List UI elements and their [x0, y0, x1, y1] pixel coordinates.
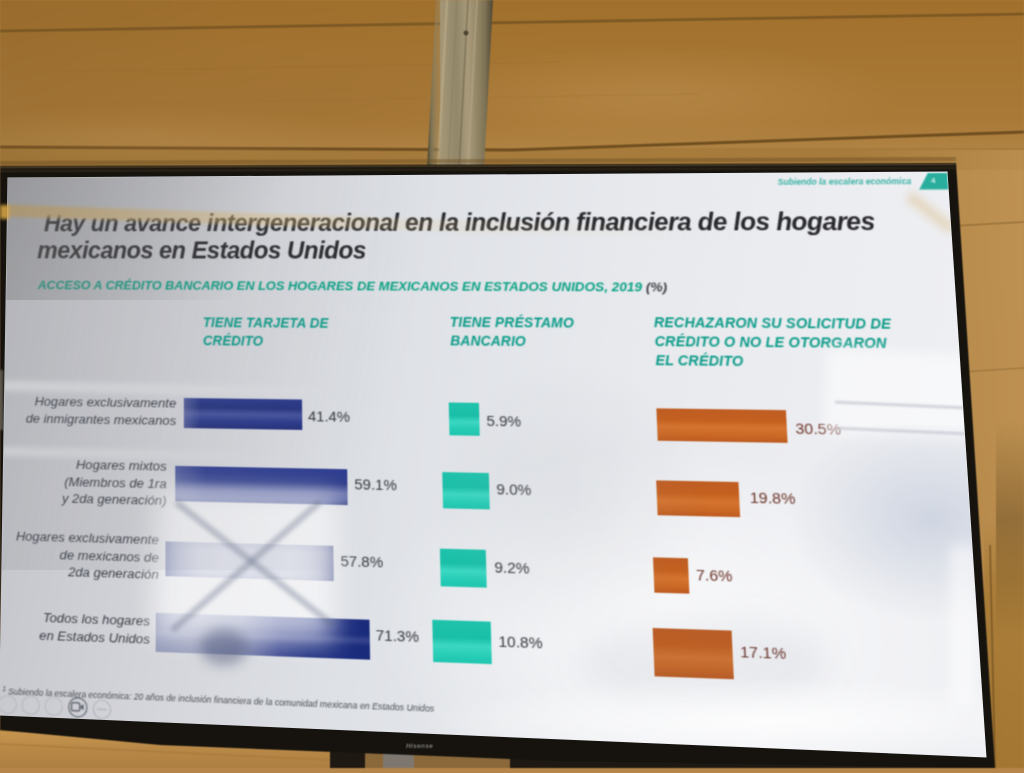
svg-text:Hisense: Hisense — [406, 743, 433, 750]
